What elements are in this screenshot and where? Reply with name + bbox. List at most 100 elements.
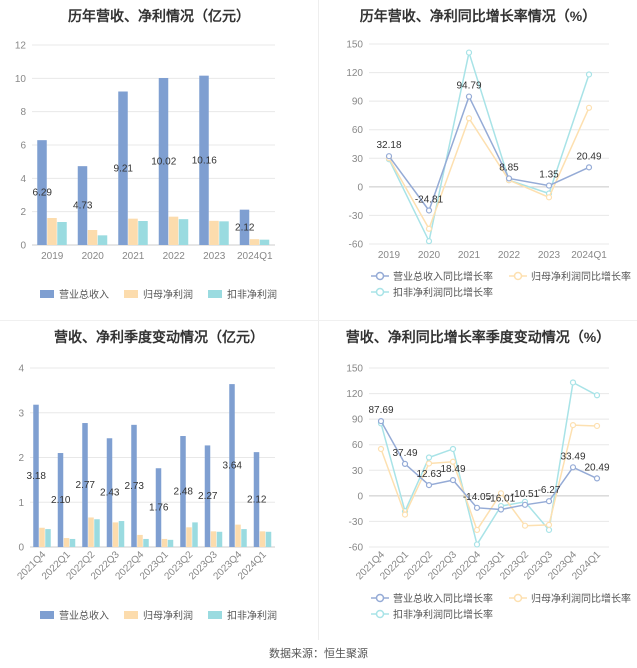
- annual-revenue-profit-panel: 历年营收、净利情况（亿元） 0 2 4 6 8 10 12 2019 2020 2021 2022 2…: [0, 0, 318, 320]
- annual-line-data-label: -24.81: [415, 194, 444, 205]
- annual-bar-data-label: 9.21: [114, 163, 134, 174]
- annual-bar-legend-label-2: 扣非净利润: [227, 288, 277, 301]
- quarter-bar-bar-1: [235, 524, 241, 547]
- annual-line-ytick-label: 60: [352, 125, 364, 136]
- quarter-line-series-line-1: [380, 424, 598, 532]
- quarter-line-ytick-label: -30: [349, 517, 364, 528]
- quarter-bar-ytick-label: 3: [18, 408, 24, 419]
- quarter-bar-ytick-label: 4: [18, 364, 24, 375]
- quarter-line-series-point-2: [473, 541, 481, 548]
- quarter-line-ytick-label: -60: [349, 543, 364, 554]
- annual-line-legend-label-1: 归母净利润同比增长率: [531, 270, 631, 283]
- annual-bar-legend-swatch-1: [124, 290, 138, 298]
- quarter-line-legend-marker-2: [375, 609, 385, 619]
- quarter-bar-bar-1: [259, 531, 266, 547]
- annual-line-series-point-0: [425, 207, 433, 214]
- annual-bar-data-label: 10.02: [151, 157, 176, 168]
- quarter-line-series-point-1: [521, 522, 529, 529]
- quarter-line-series-point-1: [569, 422, 577, 429]
- quarter-bar-bar-1: [88, 517, 94, 547]
- quarter-bar-ytick-label: 0: [18, 543, 24, 554]
- horizontal-divider: [0, 320, 637, 321]
- annual-bar-bar-0: [158, 78, 169, 245]
- annual-bar-ytick-label: 12: [15, 41, 27, 52]
- annual-bar-xtick-label: 2021: [122, 251, 145, 262]
- quarter-bar-bar-0: [180, 436, 186, 547]
- quarter-line-series-point-2: [569, 379, 577, 386]
- quarter-bar-data-label: 2.27: [198, 491, 218, 502]
- quarter-bar-title: 营收、净利季度变动情况（亿元）: [54, 329, 264, 345]
- quarter-bar-bar-0: [253, 452, 260, 547]
- quarter-bar-bar-1: [137, 534, 143, 547]
- annual-bar-data-label: 6.29: [33, 188, 53, 199]
- quarter-bar-bar-2: [94, 519, 100, 547]
- quarter-line-series-point-2: [449, 445, 457, 453]
- quarter-line-ytick-label: 90: [352, 415, 364, 426]
- annual-line-series-point-0: [385, 153, 393, 160]
- annual-line-xtick-label: 2020: [418, 250, 441, 261]
- annual-line-legend-marker-0: [375, 271, 385, 281]
- quarter-bar-bar-2: [69, 538, 76, 547]
- quarter-line-series-point-1: [473, 526, 481, 534]
- annual-line-xtick-label: 2019: [378, 250, 401, 261]
- annual-line-series-line-2: [388, 49, 590, 244]
- quarter-bar-bar-1: [186, 527, 192, 547]
- annual-bar-bar-2: [178, 219, 189, 245]
- quarter-line-ytick-label: 60: [352, 440, 364, 451]
- annual-line-data-label: 1.35: [539, 170, 559, 181]
- annual-bar-bar-0: [37, 140, 47, 245]
- quarter-line-series-point-2: [545, 526, 553, 534]
- quarter-line-series-point-1: [593, 422, 601, 430]
- quarter-line-legend-label-0: 营业总收入同比增长率: [393, 592, 493, 605]
- quarter-bar-bar-1: [161, 538, 168, 547]
- quarter-line-data-label: -10.51: [511, 489, 540, 500]
- annual-bar-bar-1: [128, 218, 138, 245]
- quarter-bar-ytick-label: 1: [18, 498, 24, 509]
- annual-line-series-point-1: [425, 225, 433, 232]
- annual-line-data-label: 32.18: [376, 140, 401, 151]
- quarter-bar-bar-1: [210, 531, 217, 547]
- annual-line-ytick-label: 30: [352, 154, 364, 165]
- quarter-line-legend-marker-0: [375, 593, 385, 603]
- quarter-line-series-point-2: [593, 392, 601, 399]
- annual-bar-legend-swatch-2: [208, 290, 222, 298]
- annual-line-chart: -60 -30 0 30 60 90 120 150 2019 2020 2021 2022 2023 2…: [346, 40, 631, 300]
- annual-line-series-point-1: [465, 115, 473, 122]
- quarter-line-series-point-1: [401, 511, 409, 518]
- annual-bar-bar-1: [249, 239, 260, 245]
- quarterly-revenue-profit-panel: 营收、净利季度变动情况（亿元） 0 1 2 3 4 2021Q4 2022Q1 2022Q2 2…: [0, 321, 318, 641]
- quarter-bar-bar-2: [192, 522, 198, 547]
- quarter-bar-data-label: 3.18: [27, 471, 47, 482]
- annual-bar-ytick-label: 10: [15, 74, 27, 85]
- annual-line-xtick-label: 2021: [458, 250, 481, 261]
- annual-bar-xtick-label: 2019: [41, 251, 64, 262]
- annual-bar-xtick-label: 2022: [163, 251, 186, 262]
- annual-line-xtick-label: 2023: [538, 250, 561, 261]
- quarter-line-series-point-1: [377, 445, 385, 453]
- quarter-bar-bar-2: [265, 531, 272, 547]
- quarter-bar-legend-swatch-2: [208, 611, 222, 619]
- quarter-line-series-point-0: [401, 460, 409, 468]
- quarter-bar-bar-1: [63, 538, 70, 547]
- quarter-bar-legend-swatch-1: [124, 611, 138, 619]
- quarter-line-series-point-0: [545, 498, 553, 505]
- quarter-line-series-point-0: [569, 464, 577, 471]
- quarter-line-ytick-label: 0: [357, 491, 363, 502]
- annual-line-series-line-0: [388, 94, 590, 213]
- annual-line-data-label: 94.79: [456, 81, 481, 92]
- annual-line-data-label: 20.49: [576, 151, 601, 162]
- annual-line-series-point-1: [585, 104, 593, 111]
- quarter-line-ytick-label: 120: [346, 389, 363, 400]
- annual-bar-legend-label-1: 归母净利润: [143, 288, 193, 301]
- annual-bar-xtick-label: 2020: [82, 251, 105, 262]
- quarter-bar-data-label: 2.77: [76, 480, 96, 491]
- annual-bar-title: 历年营收、净利情况（亿元）: [68, 8, 250, 24]
- annual-line-ytick-label: 90: [352, 97, 364, 108]
- quarterly-growth-panel: 营收、净利同比增长率季度变动情况（%） -60 -30 0 30 60 90 120 150 2…: [319, 321, 637, 641]
- annual-line-series-point-0: [585, 164, 593, 171]
- annual-bar-data-label: 2.12: [235, 222, 255, 233]
- quarter-line-series-point-0: [593, 475, 601, 482]
- quarter-line-data-label: 18.49: [440, 464, 465, 475]
- annual-bar-xtick-label: 2024Q1: [237, 251, 273, 262]
- quarter-bar-data-label: 2.43: [100, 488, 120, 499]
